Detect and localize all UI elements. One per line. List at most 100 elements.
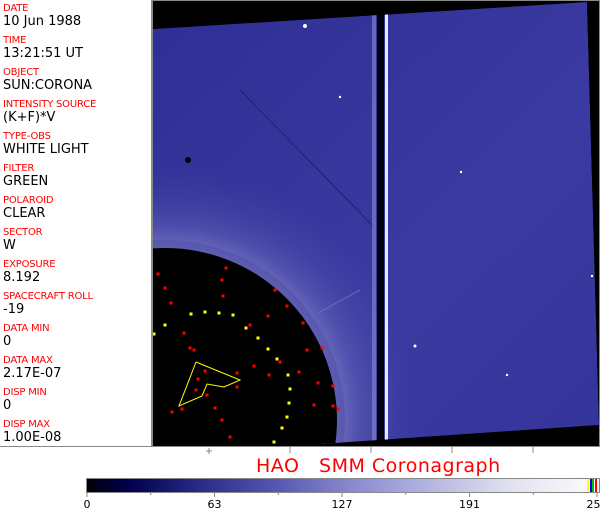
- red-marker: [320, 346, 324, 350]
- header-field-spacecraft-roll: SPACECRAFT ROLL -19: [3, 291, 93, 317]
- red-marker: [312, 403, 316, 407]
- header-info-panel: DATE 10 Jun 1988 TIME 13:21:51 UT OBJECT SUN:…: [0, 0, 152, 447]
- red-marker: [235, 385, 239, 389]
- field-value: W: [3, 238, 16, 253]
- yellow-marker: [217, 311, 221, 315]
- yellow-marker: [280, 426, 284, 430]
- pylon-shadow: [239, 89, 373, 226]
- red-marker: [196, 377, 200, 381]
- red-marker: [278, 360, 282, 364]
- yellow-marker: [275, 357, 279, 361]
- field-value: GREEN: [3, 174, 49, 189]
- red-marker: [188, 346, 192, 350]
- field-label: INTENSITY SOURCE: [3, 99, 97, 110]
- red-marker: [163, 286, 167, 290]
- field-value: 13:21:51 UT: [3, 46, 83, 61]
- colorbar-tick-label: 63: [207, 498, 222, 511]
- yellow-marker: [189, 312, 193, 316]
- colorbar-overlay-stripe: [592, 479, 594, 492]
- red-marker: [213, 406, 217, 410]
- header-field-exposure: EXPOSURE 8.192: [3, 259, 56, 285]
- yellow-marker: [288, 387, 292, 391]
- field-label: DATA MIN: [3, 323, 50, 334]
- field-label: OBJECT: [3, 67, 39, 78]
- header-field-disp-max: DISP MAX 1.00E-08: [3, 419, 61, 445]
- center-crosshair-mark: [206, 448, 212, 454]
- colorbar-overlay-stripe: [587, 479, 589, 492]
- yellow-marker: [285, 415, 289, 419]
- yellow-marker: [266, 347, 270, 351]
- yellow-marker: [231, 313, 235, 317]
- yellow-marker: [244, 326, 248, 330]
- header-field-sector: SECTOR W: [3, 227, 43, 253]
- red-marker: [180, 407, 184, 411]
- field-value: (K+F)*V: [3, 110, 56, 125]
- field-label: SPACECRAFT ROLL: [3, 291, 93, 302]
- field-label: EXPOSURE: [3, 259, 56, 270]
- colorbar-tick-label: 255: [586, 498, 600, 511]
- red-marker: [301, 321, 305, 325]
- yellow-outline: [178, 361, 242, 407]
- field-value: CLEAR: [3, 206, 46, 221]
- occulter-disk: [153, 247, 337, 444]
- yellow-marker: [287, 401, 291, 405]
- red-marker: [266, 314, 270, 318]
- red-marker: [316, 381, 320, 385]
- field-value: 8.192: [3, 270, 41, 285]
- red-marker: [273, 288, 277, 292]
- red-marker: [248, 323, 252, 327]
- red-marker: [331, 384, 335, 388]
- field-value: 0: [3, 398, 12, 413]
- red-marker: [224, 266, 228, 270]
- red-marker: [285, 304, 289, 308]
- field-value: WHITE LIGHT: [3, 142, 89, 157]
- yellow-marker: [286, 373, 290, 377]
- field-label: SECTOR: [3, 227, 43, 238]
- red-marker: [305, 348, 309, 352]
- red-marker: [205, 393, 209, 397]
- field-value: 0: [3, 334, 12, 349]
- yellow-marker: [152, 332, 156, 336]
- field-label: POLAROID: [3, 195, 54, 206]
- header-field-filter: FILTER GREEN: [3, 163, 48, 189]
- header-field-intensity-source: INTENSITY SOURCE (K+F)*V: [3, 99, 96, 125]
- red-marker: [228, 435, 232, 439]
- red-marker: [182, 331, 186, 335]
- plot-title: HAO SMM Coronagraph: [256, 455, 501, 477]
- field-value: -19: [3, 302, 25, 317]
- red-marker: [220, 278, 224, 282]
- field-label: DISP MIN: [3, 387, 47, 398]
- header-field-time: TIME 13:21:51 UT: [3, 35, 83, 61]
- yellow-marker: [256, 336, 260, 340]
- yellow-marker: [203, 310, 207, 314]
- colorbar-tick-label: 127: [331, 498, 353, 511]
- header-field-disp-min: DISP MIN 0: [3, 387, 47, 413]
- pylon-dark: [377, 2, 384, 444]
- red-marker: [331, 404, 335, 408]
- red-marker: [169, 301, 173, 305]
- red-marker: [192, 348, 196, 352]
- yellow-marker: [272, 440, 276, 444]
- field-label: FILTER: [3, 163, 35, 174]
- field-value: 1.00E-08: [3, 430, 62, 445]
- red-marker: [267, 373, 271, 377]
- header-field-date: DATE 10 Jun 1988: [3, 3, 81, 29]
- header-field-type-obs: TYPE-OBS WHITE LIGHT: [3, 131, 89, 157]
- red-marker: [220, 418, 224, 422]
- header-field-polaroid: POLAROID CLEAR: [3, 195, 54, 221]
- header-field-data-min: DATA MIN 0: [3, 323, 50, 349]
- header-field-object: OBJECT SUN:CORONA: [3, 67, 92, 93]
- colorbar-overlay-stripe: [589, 479, 592, 492]
- red-marker: [221, 294, 225, 298]
- red-marker: [203, 369, 207, 373]
- red-marker: [235, 371, 239, 375]
- field-label: TYPE-OBS: [3, 131, 51, 142]
- yellow-marker: [163, 323, 167, 327]
- colorbar-overlay-stripe: [594, 479, 597, 492]
- red-marker: [336, 407, 340, 411]
- field-label: DISP MAX: [3, 419, 50, 430]
- field-label: DATE: [3, 3, 29, 14]
- red-marker: [194, 388, 198, 392]
- field-value: SUN:CORONA: [3, 78, 93, 93]
